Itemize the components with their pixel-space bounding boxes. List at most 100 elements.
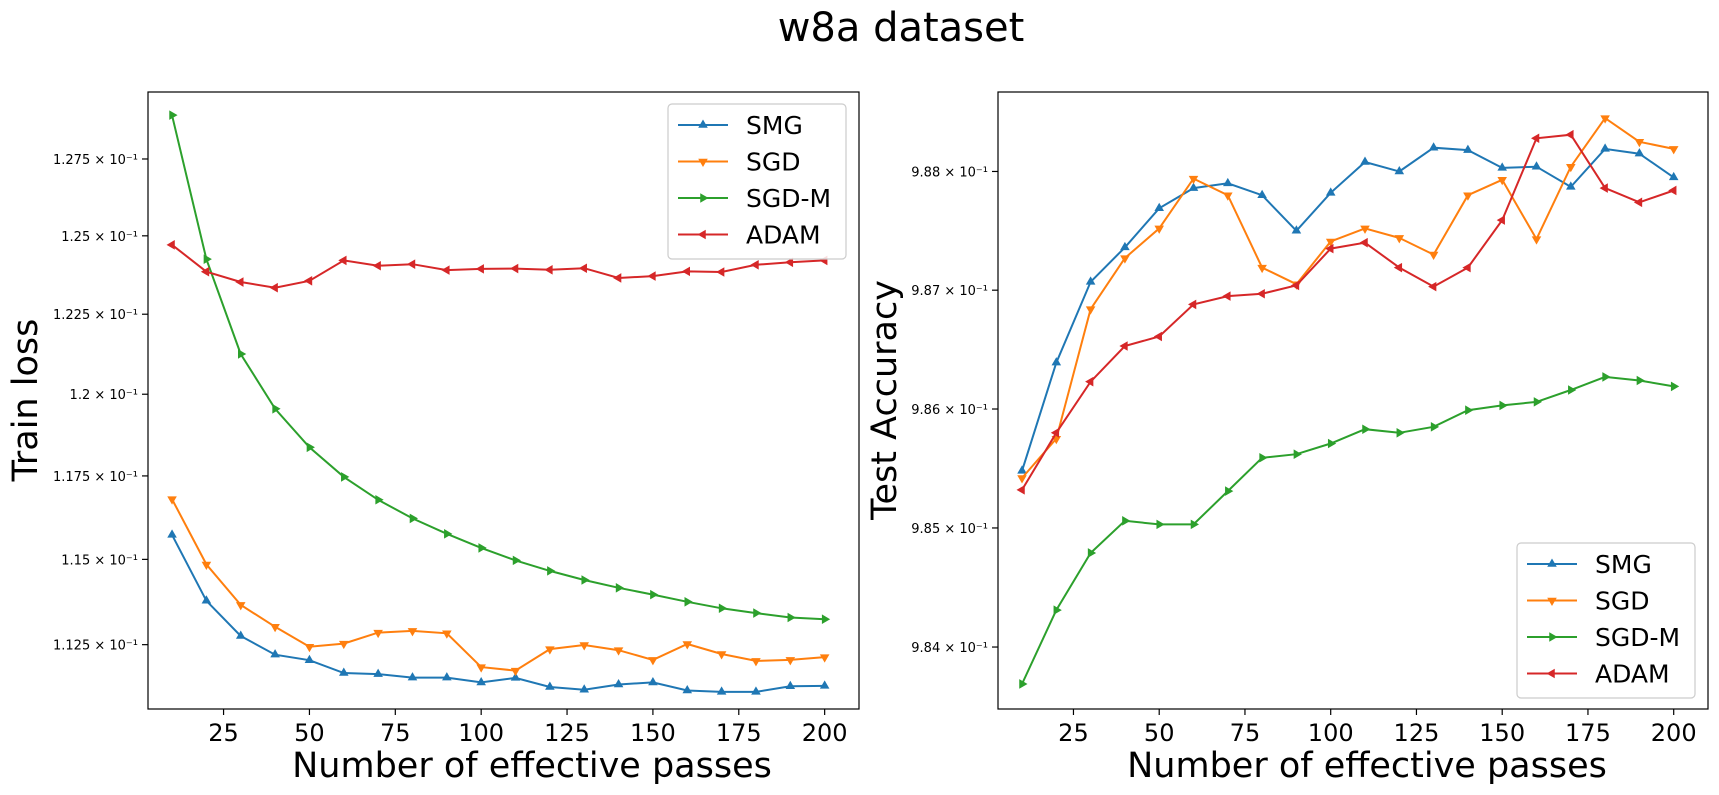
train-loss-x-tick-label: 100 (458, 719, 504, 747)
test-accuracy-sgd-point (1223, 192, 1233, 201)
test-accuracy-adam-point (1119, 341, 1128, 351)
train-loss-sgd-point (785, 657, 796, 666)
test-accuracy-smg-point (1291, 225, 1302, 234)
train-loss-sgd-point (201, 561, 212, 570)
test-accuracy-sgd-point (1668, 146, 1679, 155)
train-loss-y-tick-label: 1.275 × 10⁻¹ (53, 153, 138, 168)
test-accuracy-sgd-point (1634, 139, 1645, 148)
train-loss-y-axis-label: Train loss (6, 319, 46, 483)
train-loss-adam-point (784, 257, 794, 268)
test-accuracy-sgd-m-point (1019, 679, 1028, 689)
train-loss-adam-point (510, 263, 519, 274)
train-loss-adam-point (750, 260, 759, 270)
test-accuracy-x-tick-label: 150 (1479, 719, 1525, 747)
train-loss-smg-point (442, 672, 452, 681)
train-loss-sgd-m-point (581, 575, 590, 585)
train-loss-adam-point (372, 260, 381, 271)
test-accuracy-x-tick-label: 25 (1058, 719, 1089, 747)
test-accuracy-sgd-point (1566, 163, 1576, 173)
test-accuracy-adam-point (1462, 262, 1471, 273)
test-accuracy-sgd-point (1257, 264, 1267, 274)
train-loss-smg-point (785, 680, 796, 690)
train-loss-adam-point (578, 263, 587, 274)
train-loss-adam-point (269, 282, 278, 293)
test-accuracy-sgd-point (1017, 475, 1027, 484)
test-accuracy-smg-point (1154, 202, 1164, 212)
test-accuracy-sgd-m-point (1568, 385, 1577, 395)
train-loss-sgd-m-point (650, 589, 659, 600)
train-loss-adam-point (716, 267, 725, 277)
train-loss-x-tick-label: 50 (294, 719, 325, 747)
train-loss-smg-point (235, 630, 246, 639)
train-loss-adam-point (647, 271, 656, 281)
test-accuracy-smg-point (1428, 142, 1439, 151)
train-loss-sgd-m-point (753, 608, 762, 618)
test-accuracy-y-tick-label: 9.87 × 10⁻¹ (911, 284, 988, 299)
test-accuracy-sgd-m-point (1636, 375, 1645, 386)
test-accuracy-sgd-m-point (1430, 422, 1440, 432)
train-loss-sgd-point (579, 642, 590, 651)
test-accuracy-adam-point (1325, 243, 1334, 254)
train-loss-sgd-point (407, 628, 418, 637)
train-loss-sgd-point (338, 640, 349, 650)
train-loss-adam-point (613, 273, 622, 283)
test-accuracy-smg-point (1531, 161, 1542, 170)
train-loss-sgd-m-point (512, 555, 522, 566)
train-loss-sgd-m-point (718, 603, 728, 614)
train-loss-sgd-m-point (375, 494, 384, 505)
test-accuracy-legend-smg-marker (1547, 558, 1557, 567)
train-loss-sgd-point (716, 651, 727, 660)
train-loss-x-tick-label: 200 (802, 719, 848, 747)
test-accuracy-legend: SMG SGD SGD-M ADAM (1516, 542, 1696, 699)
test-accuracy-sgd-point (1428, 251, 1439, 261)
test-accuracy-smg-point (1600, 143, 1610, 152)
train-loss-adam-point (338, 255, 347, 266)
train-loss-x-tick-label: 75 (380, 719, 411, 747)
test-accuracy-sgd-point (1531, 236, 1542, 245)
train-loss-legend-sgd-label: SGD (746, 148, 801, 177)
test-accuracy-legend-smg-label: SMG (1595, 550, 1652, 579)
test-accuracy-sgd-m-point (1293, 449, 1302, 459)
train-loss-sgd-m-point (237, 349, 247, 359)
test-accuracy-smg-point (1634, 148, 1645, 157)
figure-title: w8a dataset (778, 5, 1025, 51)
train-loss-adam-point (303, 275, 313, 286)
test-accuracy-adam-point (1188, 299, 1197, 310)
test-accuracy-adam-line (1021, 133, 1675, 491)
test-accuracy-legend-sgd-m-marker (1549, 632, 1558, 642)
test-accuracy-smg-line (1021, 146, 1675, 472)
test-accuracy-adam-point (1599, 183, 1608, 193)
test-accuracy-x-tick-label: 200 (1651, 719, 1697, 747)
train-loss-smg-point (270, 649, 280, 658)
train-loss-plot-frame (147, 91, 860, 710)
test-accuracy-sgd-point (1085, 306, 1096, 315)
test-accuracy-x-tick-label: 175 (1565, 719, 1611, 747)
train-loss-y-tick-label: 1.2 × 10⁻¹ (70, 388, 138, 403)
test-accuracy-sgd-m-point (1156, 519, 1165, 530)
train-loss-legend-adam-label: ADAM (746, 221, 821, 250)
train-loss-sgd-m-point (478, 543, 487, 553)
train-loss-smg-point (545, 681, 555, 690)
train-loss-y-tick-label: 1.175 × 10⁻¹ (53, 470, 138, 485)
train-loss-chart: 25 50 75 100 125 150 175 200 1.125 × 10⁻¹ 1.15 × … (6, 91, 860, 786)
test-accuracy-sgd-m-point (1327, 438, 1337, 449)
train-loss-smg-point (201, 595, 212, 604)
train-loss-smg-point (648, 676, 658, 686)
train-loss-sgd-m-point (272, 404, 281, 414)
train-loss-x-tick-label: 175 (716, 719, 762, 747)
test-accuracy-x-tick-label: 125 (1394, 719, 1440, 747)
test-accuracy-sgd-point (1154, 225, 1164, 234)
test-accuracy-legend-adam-marker (1546, 668, 1555, 679)
train-loss-smg-point (716, 686, 727, 695)
test-accuracy-adam-point (1496, 215, 1505, 225)
train-loss-sgd-line (171, 498, 825, 672)
train-loss-adam-line (171, 244, 825, 289)
train-loss-sgd-point (510, 667, 521, 677)
test-accuracy-x-tick-label: 75 (1230, 719, 1261, 747)
train-loss-sgd-point (476, 664, 486, 673)
train-loss-adam-point (475, 264, 484, 274)
train-loss-sgd-m-point (203, 254, 212, 264)
train-loss-sgd-m-point (547, 566, 556, 576)
train-loss-legend: SMG SGD SGD-M ADAM (667, 103, 847, 260)
test-accuracy-smg-point (1497, 162, 1507, 171)
